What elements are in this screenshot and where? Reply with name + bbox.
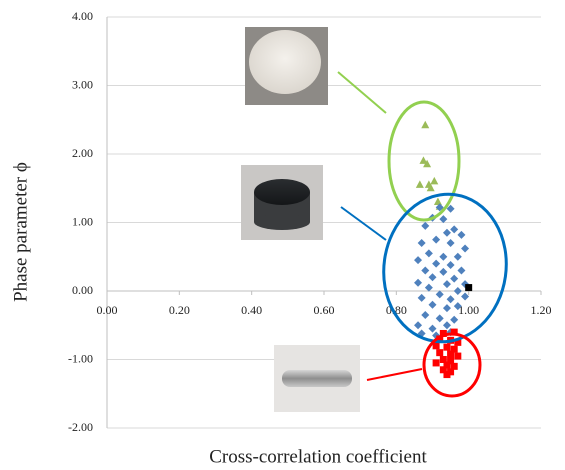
chart: -2.00 -1.00 0.00 1.00 2.00 3.00 4.00 0.00 0.20 0.… [0,0,565,470]
x-tick-label: 1.20 [531,303,552,317]
y-tick-label: 4.00 [72,9,93,23]
x-tick-label: 0.40 [241,303,262,317]
connector [367,369,422,380]
diamond-point [432,236,440,244]
diamond-point [429,273,437,281]
photo-foil [274,345,360,412]
diamond-point [447,295,455,303]
x-tick-label: 1.00 [458,303,479,317]
diamond-point [454,287,462,295]
y-tick-label: 3.00 [72,77,93,91]
diamond-point [439,253,447,261]
connector [338,72,386,113]
diamond-point [429,301,437,309]
square-point [454,353,461,360]
diamond-point [443,304,451,312]
diamond-point [443,229,451,237]
diamond-point [421,266,429,274]
cluster-outlines [338,72,516,396]
triangle-point [434,197,442,205]
diamond-point [436,314,444,322]
diamond-point [447,239,455,247]
diamond-point [461,292,469,300]
triangle-point [421,121,429,128]
triangle-point [430,177,438,185]
diamond-point [425,249,433,257]
diamond-point [414,279,422,287]
y-axis-title: Phase parameter ϕ [10,162,31,302]
square-point [436,349,443,356]
photo-white-disc [245,27,328,105]
y-tick-label: 1.00 [72,214,93,228]
diamond-point [447,261,455,269]
diamond-point [457,266,465,274]
diamond-point [450,225,458,233]
square-point [443,371,450,378]
diamond-point [461,245,469,253]
diamond-point [454,253,462,261]
connector [341,207,386,240]
y-tick-label: 0.00 [72,283,93,297]
square-point [443,344,450,351]
diamond-point [414,256,422,264]
diamond-point [421,222,429,230]
diamond-point [443,280,451,288]
diamond-point [432,260,440,268]
diamond-point [457,231,465,239]
x-axis-title: Cross-correlation coefficient [209,446,427,467]
square-point [447,351,454,358]
diamond-point [421,311,429,319]
y-tick-label: -1.00 [68,351,93,365]
diamond-point [425,284,433,292]
diamond-point [418,294,426,302]
x-tick-label: 0.00 [97,303,118,317]
diamond-point [450,275,458,283]
x-tick-label: 0.60 [314,303,335,317]
diamond-point [443,321,451,329]
x-tick-label: 0.20 [169,303,190,317]
photo-black-disc [241,165,323,240]
diamond-point [450,316,458,324]
diamond-point [418,239,426,247]
y-tick-label: 2.00 [72,146,93,160]
square-point [465,284,472,291]
square-point [433,359,440,366]
triangle-point [416,180,424,188]
diamond-point [414,321,422,329]
diamond-point [429,325,437,333]
y-tick-label: -2.00 [68,420,93,434]
diamond-point [439,215,447,223]
diamond-point [436,290,444,298]
diamond-point [439,268,447,276]
